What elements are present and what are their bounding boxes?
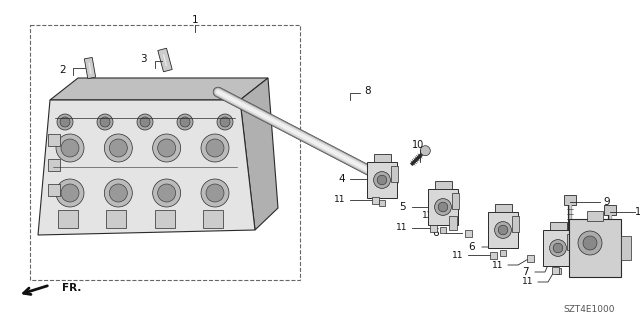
Polygon shape bbox=[50, 78, 268, 100]
Bar bbox=[155, 210, 175, 228]
Bar bbox=[569, 219, 621, 277]
Circle shape bbox=[104, 134, 132, 162]
Circle shape bbox=[583, 236, 597, 250]
Text: SZT4E1000: SZT4E1000 bbox=[563, 306, 615, 315]
Text: 2: 2 bbox=[60, 65, 67, 75]
Circle shape bbox=[217, 114, 233, 130]
Bar bbox=[555, 268, 561, 274]
Circle shape bbox=[498, 225, 508, 235]
Circle shape bbox=[495, 222, 511, 238]
Text: 3: 3 bbox=[140, 54, 147, 64]
Circle shape bbox=[157, 139, 175, 157]
Polygon shape bbox=[84, 57, 95, 78]
Circle shape bbox=[100, 117, 110, 127]
Bar bbox=[58, 210, 78, 228]
Circle shape bbox=[435, 199, 451, 215]
Bar bbox=[621, 236, 631, 260]
Circle shape bbox=[177, 114, 193, 130]
Bar bbox=[435, 181, 451, 189]
Bar bbox=[500, 250, 506, 256]
Bar bbox=[587, 211, 603, 221]
Circle shape bbox=[157, 184, 175, 202]
Text: 8: 8 bbox=[365, 86, 371, 96]
Bar bbox=[452, 193, 459, 209]
Circle shape bbox=[104, 179, 132, 207]
Circle shape bbox=[56, 134, 84, 162]
Bar bbox=[379, 200, 385, 206]
Text: 6: 6 bbox=[433, 228, 439, 238]
Bar bbox=[106, 210, 126, 228]
Text: 12: 12 bbox=[422, 211, 434, 219]
Bar bbox=[430, 225, 437, 232]
Text: 10: 10 bbox=[412, 140, 424, 150]
Bar bbox=[564, 195, 576, 205]
Circle shape bbox=[377, 175, 387, 185]
Text: 13: 13 bbox=[635, 207, 640, 217]
Circle shape bbox=[153, 179, 180, 207]
Bar bbox=[374, 154, 390, 162]
Polygon shape bbox=[240, 78, 278, 230]
Bar bbox=[527, 255, 534, 262]
Bar bbox=[512, 216, 519, 232]
Circle shape bbox=[420, 146, 430, 156]
Circle shape bbox=[60, 117, 70, 127]
Text: 9: 9 bbox=[604, 197, 611, 207]
Bar bbox=[543, 230, 573, 266]
Bar bbox=[203, 210, 223, 228]
Circle shape bbox=[61, 184, 79, 202]
Bar bbox=[428, 189, 458, 225]
Text: 1: 1 bbox=[192, 15, 198, 25]
Circle shape bbox=[109, 184, 127, 202]
Bar bbox=[372, 197, 379, 204]
Circle shape bbox=[56, 179, 84, 207]
Circle shape bbox=[550, 240, 566, 256]
Text: 11: 11 bbox=[396, 224, 408, 233]
Circle shape bbox=[61, 139, 79, 157]
Circle shape bbox=[109, 139, 127, 157]
Bar bbox=[367, 162, 397, 198]
Text: 6: 6 bbox=[468, 242, 476, 252]
Text: FR.: FR. bbox=[62, 283, 81, 293]
Bar bbox=[48, 134, 60, 146]
Circle shape bbox=[97, 114, 113, 130]
Circle shape bbox=[180, 117, 190, 127]
Bar bbox=[48, 159, 60, 171]
Bar bbox=[465, 230, 472, 237]
Circle shape bbox=[137, 114, 153, 130]
Bar bbox=[488, 212, 518, 248]
Circle shape bbox=[206, 139, 224, 157]
Bar bbox=[604, 205, 616, 215]
Bar bbox=[440, 227, 446, 233]
Text: 7: 7 bbox=[522, 267, 528, 277]
Polygon shape bbox=[158, 48, 172, 72]
Circle shape bbox=[153, 134, 180, 162]
Circle shape bbox=[201, 179, 229, 207]
Bar bbox=[490, 252, 497, 259]
Circle shape bbox=[140, 117, 150, 127]
Text: 11: 11 bbox=[334, 196, 346, 204]
Circle shape bbox=[553, 243, 563, 253]
Text: 4: 4 bbox=[339, 174, 346, 184]
Bar bbox=[495, 204, 511, 212]
Circle shape bbox=[374, 172, 390, 189]
Circle shape bbox=[206, 184, 224, 202]
Circle shape bbox=[57, 114, 73, 130]
Circle shape bbox=[201, 134, 229, 162]
Text: 11: 11 bbox=[492, 261, 504, 270]
Bar bbox=[391, 166, 398, 182]
Text: 11: 11 bbox=[452, 250, 464, 259]
Polygon shape bbox=[38, 100, 255, 235]
Bar bbox=[552, 267, 559, 274]
Text: 5: 5 bbox=[400, 202, 406, 212]
Circle shape bbox=[220, 117, 230, 127]
Circle shape bbox=[578, 231, 602, 255]
Circle shape bbox=[438, 202, 448, 212]
Bar bbox=[48, 184, 60, 196]
Bar bbox=[550, 222, 566, 230]
Bar bbox=[567, 234, 574, 250]
Bar bbox=[449, 216, 457, 230]
Text: 11: 11 bbox=[522, 278, 534, 286]
